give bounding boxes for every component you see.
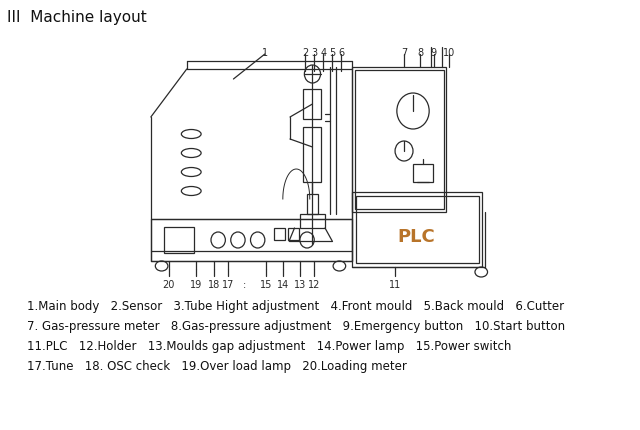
Text: 11.PLC   12.Holder   13.Moulds gap adjustment   14.Power lamp   15.Power switch: 11.PLC 12.Holder 13.Moulds gap adjustmen… xyxy=(27,339,511,352)
Text: 14: 14 xyxy=(276,280,289,289)
Text: 7: 7 xyxy=(401,48,407,58)
Ellipse shape xyxy=(333,261,346,271)
Text: 3: 3 xyxy=(311,48,317,58)
Text: 9: 9 xyxy=(431,48,436,58)
Text: 13: 13 xyxy=(294,280,306,289)
Bar xyxy=(288,228,299,240)
Bar xyxy=(274,228,285,240)
Ellipse shape xyxy=(156,261,168,271)
Text: 7. Gas-pressure meter   8.Gas-pressure adjustment   9.Emergency button   10.Star: 7. Gas-pressure meter 8.Gas-pressure adj… xyxy=(27,319,565,332)
Text: 6: 6 xyxy=(338,48,344,58)
Bar xyxy=(352,193,482,267)
Bar xyxy=(164,227,194,253)
Text: 11: 11 xyxy=(389,280,401,289)
Text: III  Machine layout: III Machine layout xyxy=(7,10,147,25)
Ellipse shape xyxy=(475,267,488,277)
Text: 4: 4 xyxy=(320,48,326,58)
Text: 17.Tune   18. OSC check   19.Over load lamp   20.Loading meter: 17.Tune 18. OSC check 19.Over load lamp … xyxy=(27,359,407,372)
Text: 12: 12 xyxy=(308,280,321,289)
Text: 10: 10 xyxy=(443,48,455,58)
Bar xyxy=(413,165,433,183)
Bar xyxy=(307,194,318,215)
Text: 15: 15 xyxy=(260,280,272,289)
Bar xyxy=(356,197,479,264)
Text: 17: 17 xyxy=(222,280,234,289)
Bar xyxy=(303,90,321,120)
Text: 8: 8 xyxy=(417,48,423,58)
Bar xyxy=(300,215,325,228)
Text: 2: 2 xyxy=(302,48,308,58)
Text: 1: 1 xyxy=(262,48,268,58)
Bar xyxy=(352,68,446,212)
Text: 18: 18 xyxy=(207,280,220,289)
Text: :: : xyxy=(243,280,246,289)
Text: PLC: PLC xyxy=(397,227,435,246)
Bar xyxy=(303,128,321,183)
Text: 5: 5 xyxy=(329,48,335,58)
Bar xyxy=(355,71,444,209)
Text: 19: 19 xyxy=(189,280,202,289)
Text: 1.Main body   2.Sensor   3.Tube Hight adjustment   4.Front mould   5.Back mould : 1.Main body 2.Sensor 3.Tube Hight adjust… xyxy=(27,299,564,312)
Bar xyxy=(151,219,352,261)
Text: 20: 20 xyxy=(163,280,175,289)
